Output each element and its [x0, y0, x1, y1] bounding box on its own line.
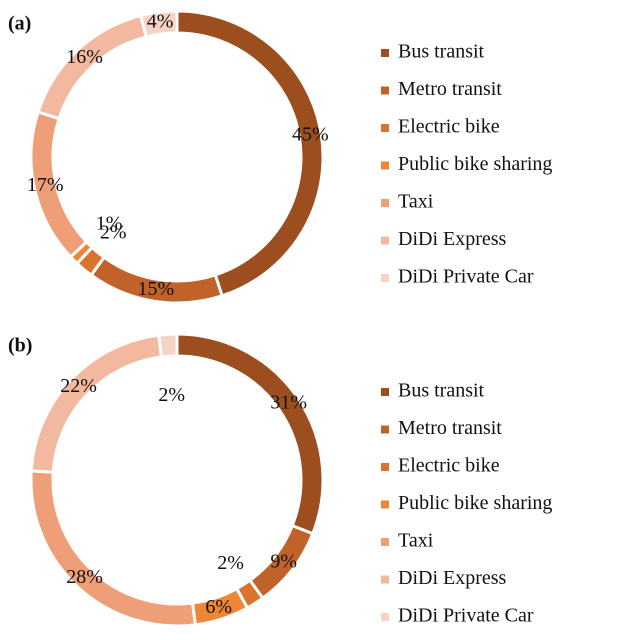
value-label: 45% [292, 123, 329, 145]
chart-label: (a) [8, 13, 31, 35]
legend-label: Electric bike [398, 455, 500, 477]
slice [175, 9, 325, 298]
legend-swatch [381, 274, 389, 282]
chart-label: (b) [8, 335, 32, 357]
legend-swatch [381, 161, 389, 170]
value-label: 22% [60, 375, 97, 397]
legend-swatch [381, 199, 389, 207]
value-label: 15% [138, 278, 175, 300]
legend-label: DiDi Private Car [398, 266, 534, 288]
legend-label: Taxi [398, 191, 434, 213]
legend-label: Metro transit [398, 417, 502, 439]
legend-swatch [381, 49, 389, 57]
legend-swatch [381, 613, 389, 621]
legend-label: Metro transit [398, 78, 502, 100]
value-label: 9% [270, 550, 297, 572]
value-label: 2% [217, 552, 244, 574]
value-label: 4% [147, 11, 174, 33]
legend-swatch [381, 86, 389, 95]
value-label: 2% [158, 384, 185, 406]
value-label: 31% [270, 392, 307, 414]
legend-label: Electric bike [398, 116, 500, 138]
legend-swatch [381, 124, 389, 132]
slice [157, 332, 179, 359]
legend-swatch [381, 538, 389, 546]
legend-swatch [381, 388, 389, 396]
legend-swatch [381, 500, 389, 509]
legend-swatch [381, 236, 389, 245]
legend-label: Bus transit [398, 41, 485, 63]
slice [138, 9, 179, 39]
value-label: 28% [66, 566, 103, 588]
value-label: 17% [27, 174, 64, 196]
value-label: 1% [96, 212, 123, 234]
legend-label: Taxi [398, 530, 434, 552]
legend-swatch [381, 425, 389, 434]
legend-label: Public bike sharing [398, 492, 552, 514]
legend-label: DiDi Express [398, 228, 507, 250]
legend-label: DiDi Express [398, 567, 507, 589]
legend-label: DiDi Private Car [398, 605, 534, 627]
legend-label: Bus transit [398, 380, 485, 402]
slice [29, 333, 164, 474]
legend-label: Public bike sharing [398, 153, 552, 175]
legend-swatch [381, 575, 389, 584]
value-label: 2% [100, 222, 127, 244]
value-label: 6% [205, 596, 232, 618]
slice [29, 469, 197, 628]
value-label: 16% [66, 46, 103, 68]
slice [175, 332, 325, 536]
legend-swatch [381, 463, 389, 471]
